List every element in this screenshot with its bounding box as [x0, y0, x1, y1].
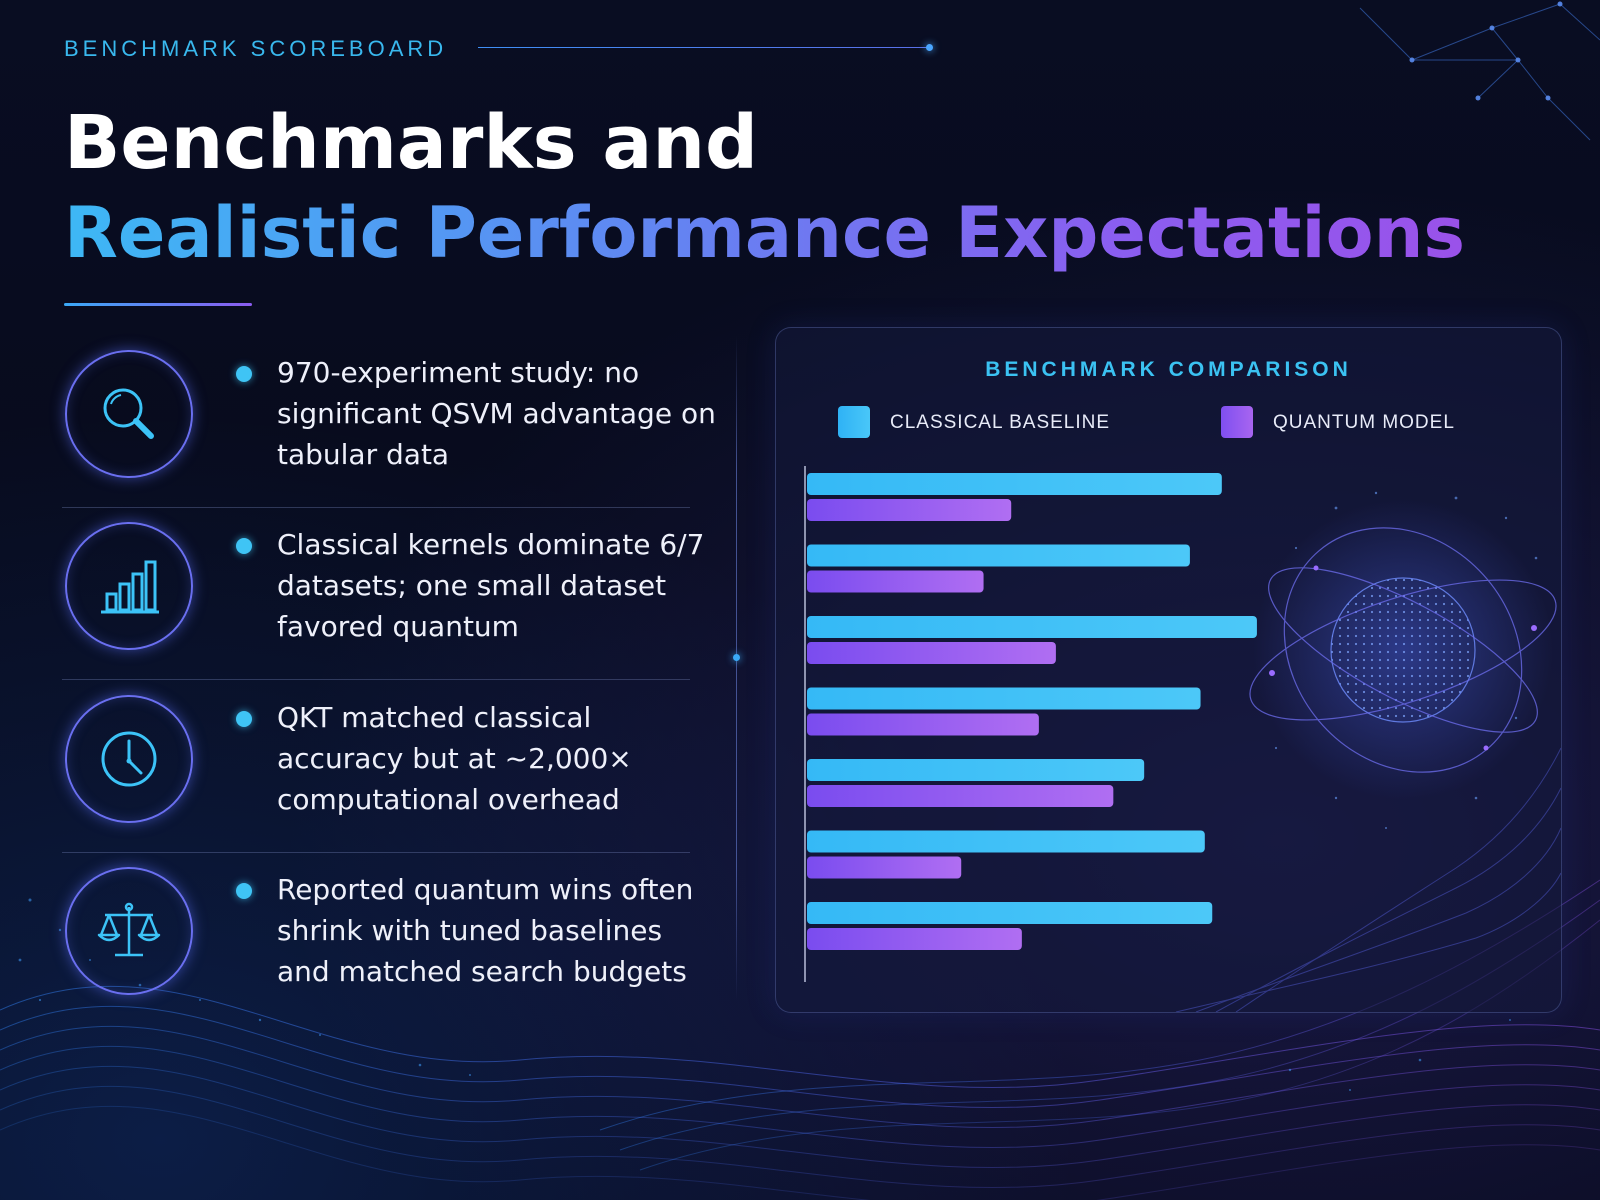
- bar-quantum-3: [807, 642, 1056, 664]
- page-title-line2: Realistic Performance Expectations: [64, 188, 1465, 278]
- magnifier-icon: [103, 388, 154, 439]
- key-point-text: Classical kernels dominate 6/7 datasets;…: [277, 528, 705, 643]
- bar-quantum-6: [807, 856, 962, 879]
- eyebrow-label: BENCHMARK SCOREBOARD: [64, 36, 448, 61]
- bar-classical-4: [807, 687, 1201, 710]
- icon-ring: [65, 522, 193, 650]
- key-point-4: Reported quantum wins often shrink with …: [62, 853, 693, 1025]
- benchmark-bar-chart: [804, 466, 1257, 982]
- bar-classical-3: [807, 616, 1257, 638]
- page-title-line1: Benchmarks and: [64, 100, 758, 186]
- column-divider-dot: [733, 654, 740, 661]
- benchmark-chart-panel: BENCHMARK COMPARISON CLASSICAL BASELINE …: [775, 327, 1562, 1013]
- icon-ring: [65, 867, 193, 995]
- legend-swatch-quantum: [1221, 406, 1253, 438]
- balance-scale-icon: [97, 902, 161, 957]
- network-lines-decoration: [1359, 3, 1600, 141]
- key-point-2: Classical kernels dominate 6/7 datasets;…: [62, 508, 704, 680]
- legend-swatch-classical: [838, 406, 870, 438]
- chart-title: BENCHMARK COMPARISON: [985, 358, 1352, 381]
- bar-classical-7: [807, 902, 1213, 924]
- bullet-dot: [236, 711, 252, 727]
- bar-quantum-4: [807, 713, 1039, 736]
- icon-ring: [65, 695, 193, 823]
- row-divider: [62, 852, 690, 853]
- bar-quantum-2: [807, 570, 984, 593]
- bullet-dot: [236, 538, 252, 554]
- bar-quantum-7: [807, 928, 1022, 950]
- bullet-dot: [236, 883, 252, 899]
- row-divider: [62, 507, 690, 508]
- bar-classical-5: [807, 759, 1145, 781]
- bar-classical-1: [807, 473, 1222, 495]
- clock-icon: [101, 731, 157, 787]
- key-point-text: 970-experiment study: no significant QSV…: [277, 356, 716, 471]
- bullet-dot: [236, 366, 252, 382]
- key-point-text: QKT matched classical accuracy but at ~2…: [277, 701, 632, 816]
- key-point-text: Reported quantum wins often shrink with …: [277, 873, 694, 988]
- legend-label-classical: CLASSICAL BASELINE: [890, 412, 1111, 433]
- bar-quantum-1: [807, 499, 1012, 521]
- row-divider: [62, 679, 690, 680]
- quantum-globe-decoration: [1175, 491, 1561, 1012]
- bar-classical-2: [807, 544, 1190, 567]
- bar-quantum-5: [807, 785, 1114, 807]
- column-divider: [736, 336, 737, 1000]
- chart-bars: [807, 473, 1257, 950]
- key-point-1: 970-experiment study: no significant QSV…: [62, 336, 716, 508]
- icon-ring: [65, 350, 193, 478]
- title-underline: [64, 303, 252, 306]
- legend-label-quantum: QUANTUM MODEL: [1273, 412, 1455, 433]
- key-point-3: QKT matched classical accuracy but at ~2…: [62, 681, 692, 853]
- eyebrow-rule: [478, 47, 930, 48]
- bar-classical-6: [807, 830, 1205, 853]
- eyebrow-rule-dot: [926, 44, 933, 51]
- bar-chart-icon: [101, 560, 159, 614]
